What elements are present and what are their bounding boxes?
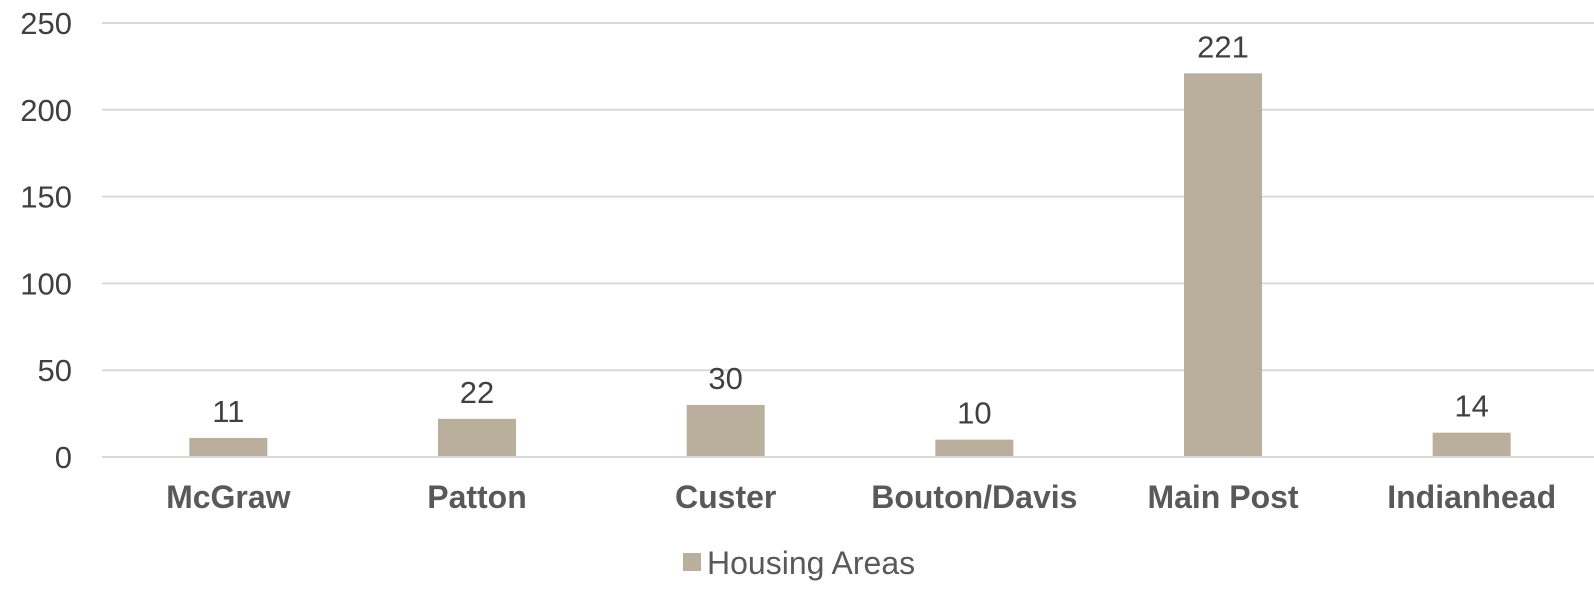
y-tick-label: 50: [38, 353, 72, 388]
data-label: 22: [460, 375, 494, 410]
bar: [1184, 73, 1262, 458]
category-label: Patton: [427, 479, 527, 515]
category-label: Custer: [675, 479, 776, 515]
bar: [189, 437, 268, 457]
x-axis-category-labels: McGraw Patton Custer Bouton/Davis Main Post I…: [166, 479, 1556, 515]
y-tick-label: 200: [20, 93, 72, 128]
data-label: 221: [1197, 29, 1249, 64]
legend-swatch: [683, 553, 701, 571]
data-labels: 11 22 30 10 221 14: [212, 29, 1489, 430]
data-label: 14: [1454, 389, 1488, 424]
bar: [1432, 432, 1511, 457]
category-label: Main Post: [1147, 479, 1298, 515]
bars: [189, 73, 1511, 458]
gridlines: [102, 22, 1594, 372]
y-axis-tick-labels: 0 50 100 150 200 250: [20, 6, 72, 475]
category-label: McGraw: [166, 479, 291, 515]
y-tick-label: 250: [20, 6, 72, 41]
category-label: Bouton/Davis: [871, 479, 1077, 515]
data-label: 11: [212, 394, 244, 429]
category-label: Indianhead: [1387, 479, 1556, 515]
bar: [686, 404, 765, 457]
y-tick-label: 150: [20, 180, 72, 215]
legend: Housing Areas: [683, 545, 915, 581]
bar: [935, 439, 1014, 457]
y-tick-label: 100: [20, 266, 72, 301]
data-label: 10: [957, 396, 991, 431]
y-tick-label: 0: [55, 440, 72, 475]
data-label: 30: [708, 361, 742, 396]
bar: [438, 418, 516, 457]
legend-label: Housing Areas: [707, 545, 915, 581]
